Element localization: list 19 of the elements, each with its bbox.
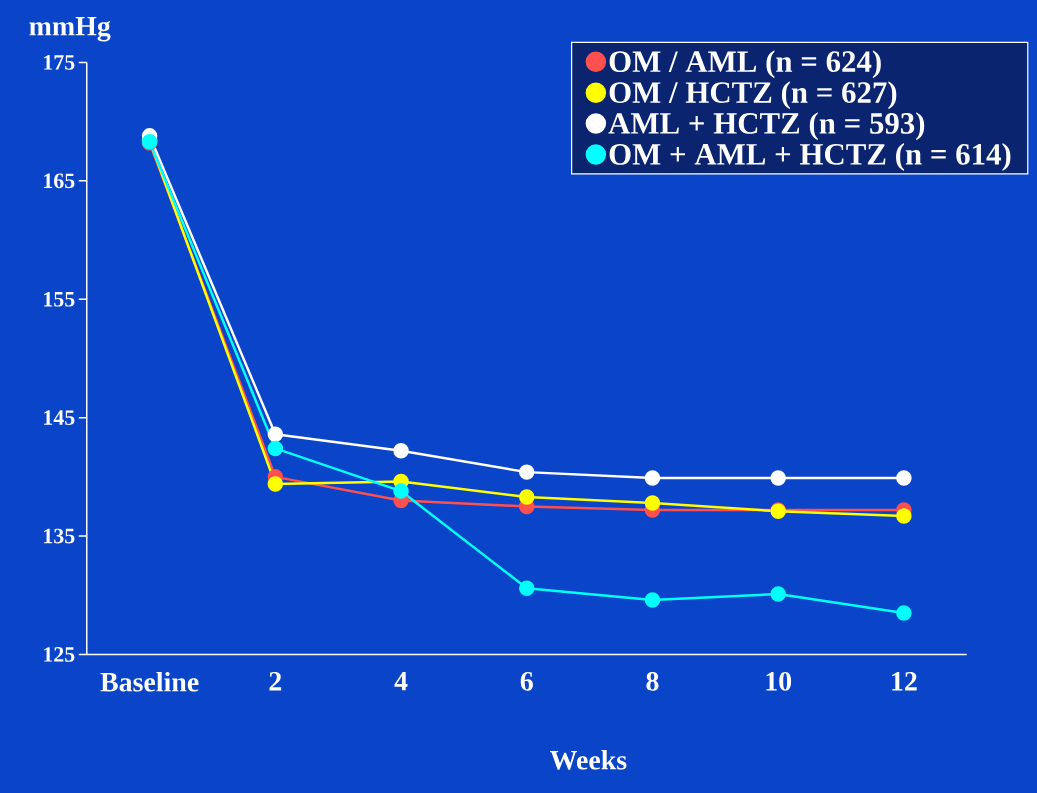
x-tick-label: 4 (394, 671, 408, 691)
x-tick-label: 12 (892, 671, 917, 691)
y-axis-title: mmHg (29, 17, 111, 42)
x-tick-label: 2 (269, 671, 282, 691)
legend-label: OM / AML (n = 624) (609, 50, 881, 79)
legend-label: OM / HCTZ (n = 627) (609, 81, 897, 110)
x-tick-label: 6 (520, 671, 533, 691)
y-tick-label: 135 (44, 528, 75, 544)
y-tick-label: 155 (44, 291, 75, 307)
x-tick-label: 10 (766, 671, 792, 691)
x-tick-label: 8 (646, 671, 659, 691)
y-tick-label: 175 (44, 55, 75, 70)
legend-label: OM + AML + HCTZ (n = 614) (609, 143, 1011, 172)
legend-label: AML + HCTZ (n = 593) (608, 112, 925, 141)
y-tick-label: 145 (44, 410, 75, 425)
y-tick-label: 125 (44, 647, 75, 662)
x-tick-label: Baseline (100, 671, 199, 692)
x-axis-title: Weeks (550, 749, 627, 770)
y-tick-label: 165 (44, 173, 75, 189)
